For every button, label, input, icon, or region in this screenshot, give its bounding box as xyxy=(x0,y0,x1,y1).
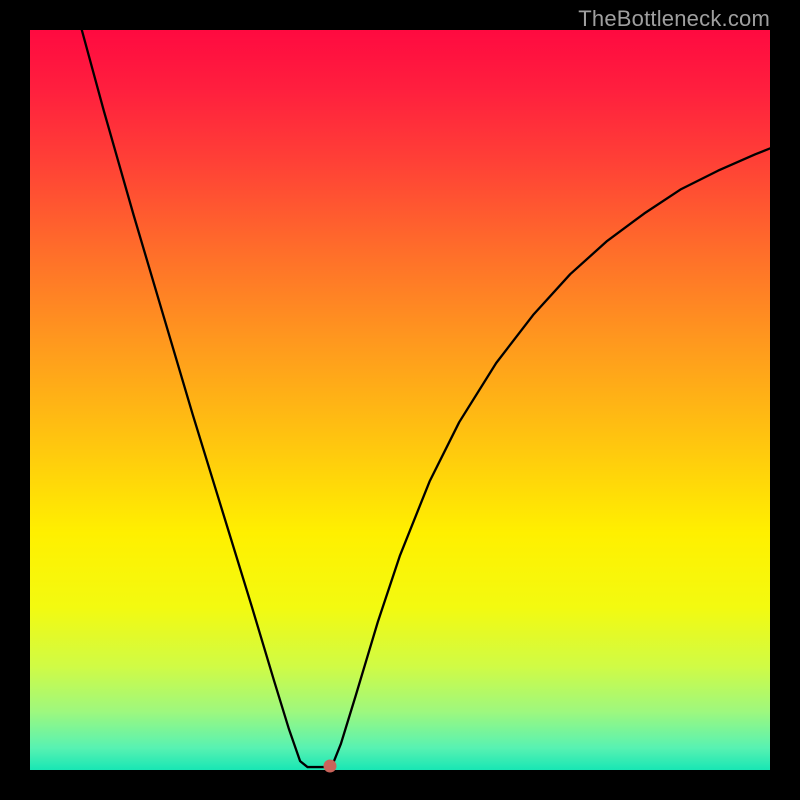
watermark-text: TheBottleneck.com xyxy=(578,6,770,32)
optimum-marker xyxy=(323,759,336,772)
chart-root: TheBottleneck.com xyxy=(0,0,800,800)
gradient-background xyxy=(30,30,770,770)
plot-area xyxy=(30,30,770,770)
